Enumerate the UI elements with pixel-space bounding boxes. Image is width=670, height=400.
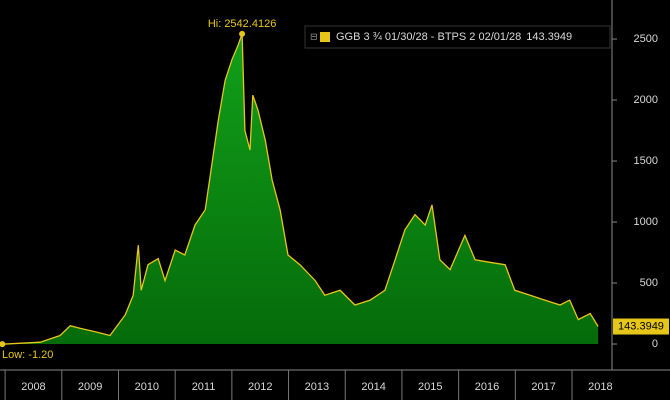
line: [2, 33, 599, 345]
last-label: 143.3949: [618, 320, 664, 332]
x-tick-label: 2009: [78, 381, 102, 393]
hi-label: Hi: 2542.4126: [208, 18, 277, 30]
last-tag: [613, 318, 669, 335]
area: [2, 33, 599, 345]
y-tick-label: 2000: [634, 94, 658, 106]
y-tick-label: 0: [652, 338, 658, 350]
legend-label: GGB 3 ¾ 01/30/28 - BTPS 2 02/01/28: [336, 31, 521, 43]
x-tick-label: 2010: [135, 381, 159, 393]
low-label: Low: -1.20: [2, 349, 53, 361]
x-tick-label: 2012: [248, 381, 272, 393]
x-tick-label: 2016: [475, 381, 499, 393]
x-tick-label: 2013: [305, 381, 329, 393]
y-tick-label: 2500: [634, 33, 658, 45]
x-tick-label: 2011: [192, 381, 216, 393]
hi-point: [239, 30, 246, 37]
low-point: [0, 341, 6, 348]
y-tick-label: 1500: [634, 155, 658, 167]
y-tick-label: 1000: [634, 216, 658, 228]
legend-box: [304, 25, 611, 49]
x-tick-label: 2017: [531, 381, 555, 393]
x-tick-label: 2014: [361, 381, 385, 393]
x-tick-label: 2018: [588, 381, 612, 393]
x-tick-label: 2008: [21, 381, 45, 393]
y-tick-label: 500: [640, 277, 658, 289]
legend-swatch: [320, 32, 330, 42]
legend-value: 143.3949: [526, 31, 572, 43]
legend-toggle: ⊟: [310, 31, 318, 41]
x-tick-label: 2015: [418, 381, 442, 393]
